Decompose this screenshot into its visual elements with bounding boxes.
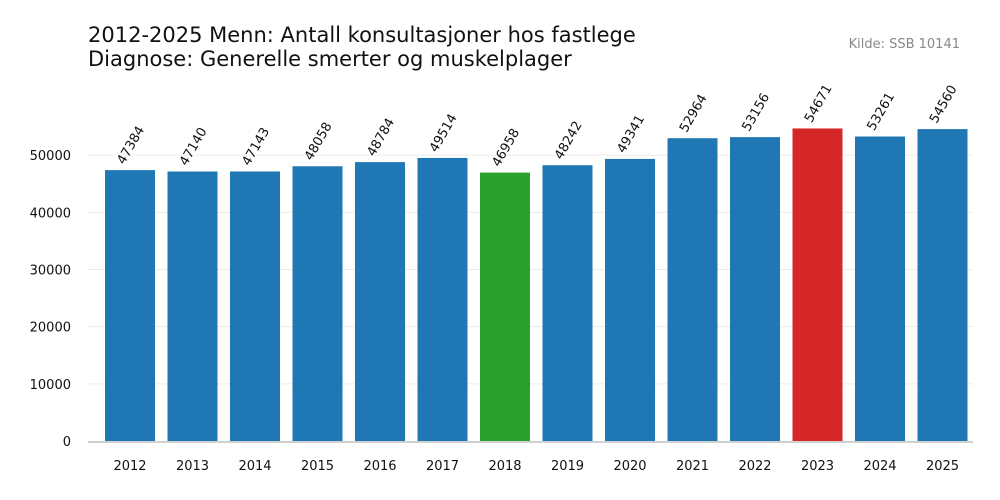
bar-2020: [605, 158, 655, 441]
chart-title: 2012-2025 Menn: Antall konsultasjoner ho…: [88, 23, 636, 47]
bar-2021: [667, 138, 718, 441]
bar-2014: [230, 171, 280, 441]
data-label: 49341: [614, 113, 648, 156]
x-tick-label: 2020: [613, 459, 646, 474]
data-label: 53156: [739, 91, 773, 134]
bar-2012: [105, 170, 155, 441]
bar-2022: [730, 137, 780, 441]
data-label: 47140: [177, 125, 211, 168]
data-label: 48242: [552, 119, 586, 162]
y-axis: 0 10000 20000 30000 40000 50000: [30, 149, 71, 450]
y-tick-label: 40000: [30, 206, 71, 221]
x-tick-label: 2018: [488, 459, 521, 474]
data-label: 54560: [927, 83, 961, 126]
x-tick-label: 2013: [176, 459, 209, 474]
source-note: Kilde: SSB 10141: [848, 37, 960, 52]
y-tick-label: 50000: [30, 149, 71, 164]
data-label: 48058: [302, 120, 336, 163]
data-label: 46958: [489, 126, 523, 169]
x-tick-label: 2019: [551, 459, 584, 474]
bar-2023: [792, 128, 843, 441]
x-tick-label: 2024: [863, 459, 896, 474]
x-tick-label: 2014: [238, 459, 271, 474]
bar-2018: [480, 172, 530, 441]
x-tick-label: 2025: [926, 459, 959, 474]
data-label: 53261: [864, 90, 898, 133]
x-axis: 2012 2013 2014 2015 2016 2017 2018 2019 2020 2021…: [113, 459, 959, 474]
y-tick-label: 20000: [30, 321, 71, 336]
bar-2019: [542, 165, 593, 442]
bar-2017: [417, 157, 468, 442]
bar-2025: [917, 129, 968, 441]
bar-2013: [167, 171, 218, 441]
data-label: 49514: [427, 112, 461, 155]
data-label: 52964: [677, 92, 711, 135]
x-tick-label: 2017: [426, 459, 459, 474]
data-label: 47384: [114, 124, 148, 167]
y-tick-label: 30000: [30, 264, 71, 279]
bar-2024: [855, 136, 905, 442]
y-tick-label: 0: [63, 435, 71, 450]
bar-2016: [355, 162, 405, 441]
x-tick-label: 2022: [738, 459, 771, 474]
data-label: 48784: [364, 116, 398, 159]
chart-subtitle: Diagnose: Generelle smerter og muskelpla…: [88, 47, 572, 71]
bar-2015: [292, 166, 343, 441]
y-tick-label: 10000: [30, 378, 71, 393]
data-label: 47143: [239, 125, 273, 168]
x-tick-label: 2021: [676, 459, 709, 474]
x-tick-label: 2016: [363, 459, 396, 474]
data-label: 54671: [802, 82, 836, 125]
x-tick-label: 2015: [301, 459, 334, 474]
x-tick-label: 2023: [801, 459, 834, 474]
x-tick-label: 2012: [113, 459, 146, 474]
bars: [105, 128, 968, 442]
